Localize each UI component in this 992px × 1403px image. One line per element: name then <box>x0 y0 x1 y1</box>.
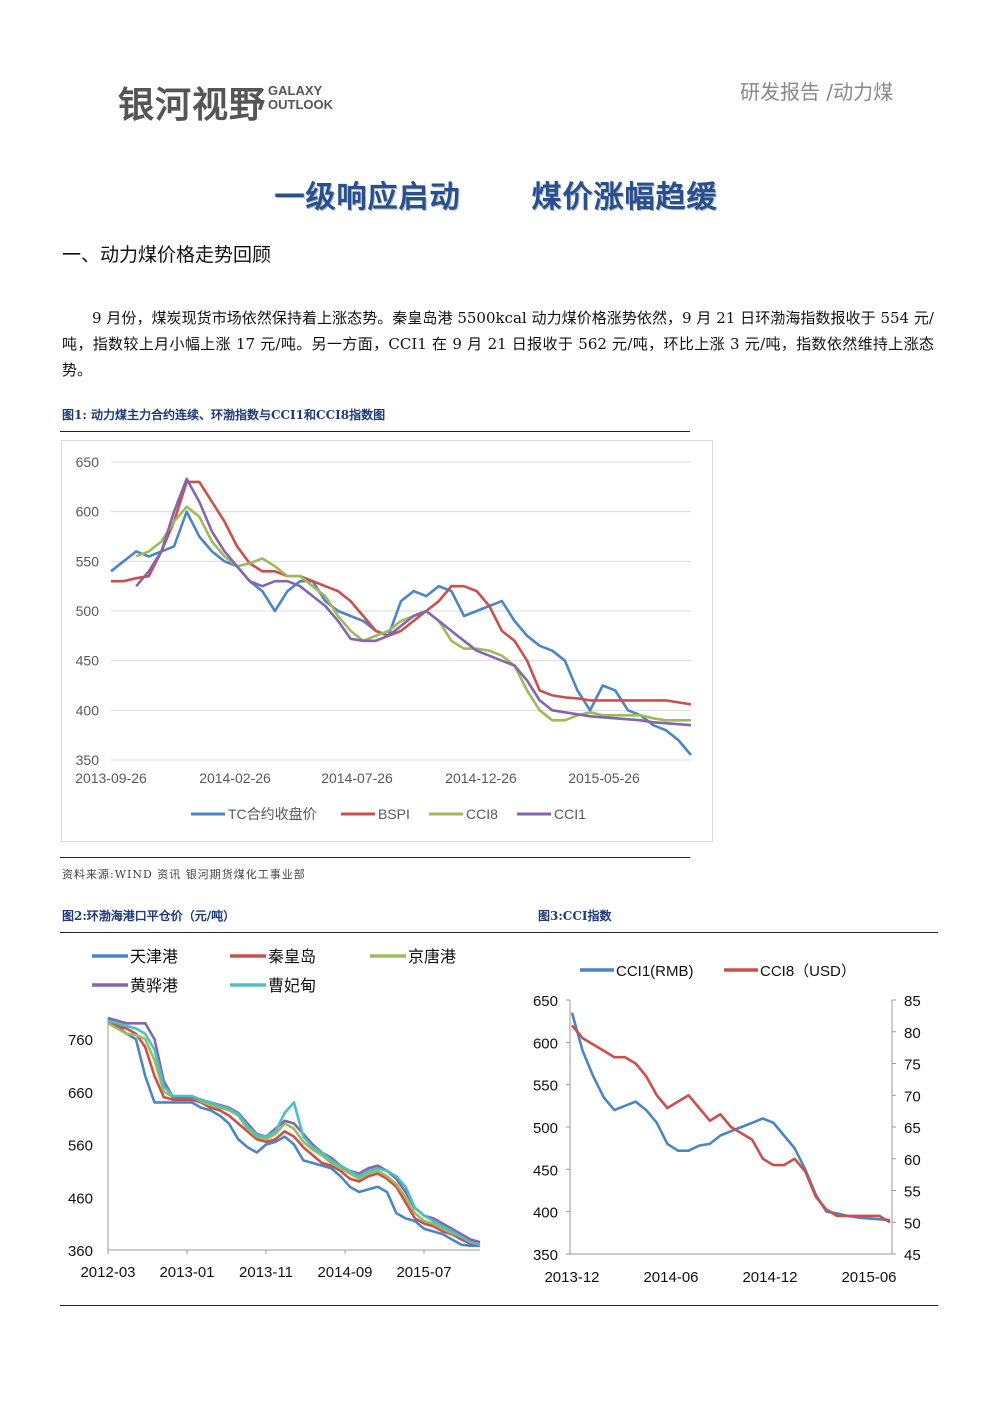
chart3-xtick-label: 2013-12 <box>544 1269 599 1286</box>
chart2-ytick-label: 660 <box>68 1085 93 1102</box>
chart1-ytick-label: 400 <box>76 702 100 718</box>
chart1-frame <box>61 440 713 842</box>
chart2-series-line <box>107 1019 481 1246</box>
chart3-right-tick-label: 45 <box>904 1247 921 1264</box>
chart1-xtick-label: 2014-12-26 <box>445 770 517 786</box>
figure1-caption: 图1: 动力煤主力合约连续、环渤指数与CCI1和CCI8指数图 <box>62 408 386 422</box>
chart2-xtick-label: 2013-11 <box>239 1264 293 1281</box>
source-note: 资料来源:WIND 资讯 银河期货煤化工事业部 <box>62 868 306 881</box>
chart1-ytick-label: 350 <box>76 752 100 768</box>
chart1-svg: 350 400 450 500 550 600 650 2013-09-26 2014-02-2… <box>61 440 713 842</box>
chart3-left-tick-label: 600 <box>533 1035 558 1052</box>
chart2-ytick-label: 360 <box>68 1243 93 1260</box>
chart2-xtick-label: 2014-09 <box>317 1264 372 1281</box>
chart2-svg: 360 460 560 660 760 2012-03 2013-01 2013-11 2014… <box>68 948 481 1281</box>
chart2-xtick-label: 2012-03 <box>80 1264 135 1281</box>
logo-english: GALAXY OUTLOOK <box>268 84 333 112</box>
chart3-legend-label: CCI1(RMB) <box>616 963 694 980</box>
chart3-right-tick-label: 55 <box>904 1184 921 1201</box>
chart1-series-line <box>135 477 692 727</box>
chart3-series-line <box>571 1024 891 1224</box>
chart2-legend-label: 黄骅港 <box>130 977 178 995</box>
figures-top-rule <box>60 932 938 933</box>
chart3-left-tick-label: 350 <box>533 1247 558 1264</box>
chart3-xtick-label: 2014-06 <box>643 1269 698 1286</box>
chart3-svg: 350 400 450 500 550 600 650 45 50 55 60 65 70 75 80 85 2… <box>533 963 921 1286</box>
chart2-ytick-label: 460 <box>68 1190 93 1207</box>
chart3-xtick-label: 2015-06 <box>841 1269 896 1286</box>
figure2-caption: 图2:环渤海港口平仓价（元/吨） <box>62 909 236 923</box>
figure1-top-rule <box>60 431 690 432</box>
page-title: 一级响应启动 煤价涨幅趋缓 <box>0 172 992 216</box>
chart3-right-tick-label: 80 <box>904 1025 921 1042</box>
chart1-xtick-label: 2014-02-26 <box>199 770 271 786</box>
title-part1: 一级响应启动 <box>274 180 461 215</box>
chart2-xtick-label: 2013-01 <box>159 1264 214 1281</box>
chart2-series-line <box>107 1022 481 1246</box>
chart3-left-tick-label: 650 <box>533 993 558 1010</box>
chart3-right-tick-label: 65 <box>904 1120 921 1137</box>
chart3-left-tick-label: 500 <box>533 1120 558 1137</box>
chart3-legend-label: CCI8（USD） <box>760 963 856 980</box>
chart3-right-tick-label: 70 <box>904 1088 921 1105</box>
chart1-ytick-label: 450 <box>76 653 100 669</box>
chart2-legend-label: 秦皇岛 <box>268 948 316 966</box>
chart1-legend-label: CCI1 <box>554 806 586 822</box>
chart1-xtick-label: 2013-09-26 <box>75 770 147 786</box>
chart3-right-tick-label: 75 <box>904 1057 921 1074</box>
chart1-legend-label: TC合约收盘价 <box>228 806 317 822</box>
chart1-series-line <box>110 510 692 756</box>
chart1-xtick-label: 2014-07-26 <box>321 770 393 786</box>
chart3-right-tick-label: 85 <box>904 993 921 1010</box>
logo-en-line2: OUTLOOK <box>268 97 333 112</box>
chart1-ytick-label: 600 <box>76 504 100 520</box>
chart3-xtick-label: 2014-12 <box>742 1269 797 1286</box>
chart2-xtick-label: 2015-07 <box>396 1264 451 1281</box>
chart2-ytick-label: 560 <box>68 1138 93 1155</box>
chart2-series-line <box>107 1022 481 1245</box>
chart1-ytick-label: 650 <box>76 454 100 470</box>
figure1-bottom-rule <box>60 857 690 858</box>
chart2-legend-label: 天津港 <box>130 948 178 966</box>
chart1-ytick-label: 500 <box>76 603 100 619</box>
chart1-series-line <box>111 480 692 706</box>
chart1-xtick-label: 2015-05-26 <box>568 770 640 786</box>
figure3-caption: 图3:CCI指数 <box>538 909 612 923</box>
chart1-legend-label: CCI8 <box>466 806 498 822</box>
chart3-left-tick-label: 450 <box>533 1162 558 1179</box>
report-tag: 研发报告 /动力煤 <box>740 80 894 104</box>
chart3-left-tick-label: 550 <box>533 1078 558 1095</box>
figures-bottom-rule <box>60 1305 938 1306</box>
chart2-legend-label: 京唐港 <box>408 948 456 966</box>
logo-text: 银河视野 <box>118 85 267 126</box>
chart2-legend-label: 曹妃甸 <box>268 977 316 995</box>
title-part2: 煤价涨幅趋缓 <box>531 180 718 215</box>
chart3-series-line <box>570 1012 891 1222</box>
chart1-ytick-label: 550 <box>76 553 100 569</box>
chart3-left-tick-label: 400 <box>533 1205 558 1222</box>
body-paragraph: 9 月份，煤炭现货市场依然保持着上涨态势。秦皇岛港 5500kcal 动力煤价格… <box>62 309 934 379</box>
chart2-ytick-label: 760 <box>68 1032 93 1049</box>
chart3-right-tick-label: 60 <box>904 1152 921 1169</box>
section-heading: 一、动力煤价格走势回顾 <box>62 244 272 266</box>
chart3-right-tick-label: 50 <box>904 1215 921 1232</box>
chart1-legend-label: BSPI <box>378 806 410 822</box>
logo-en-line1: GALAXY <box>268 83 323 98</box>
chart2-series-line <box>107 1017 480 1248</box>
